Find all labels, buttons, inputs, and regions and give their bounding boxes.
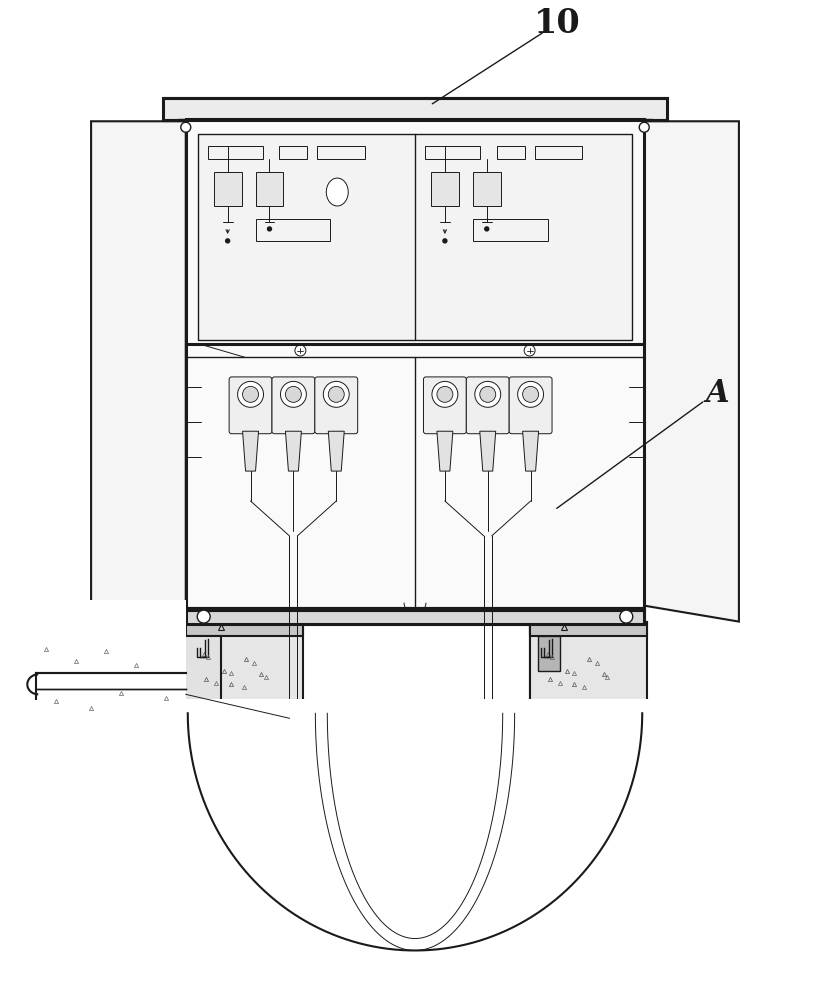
Circle shape xyxy=(196,609,210,623)
Text: 10: 10 xyxy=(533,7,580,40)
FancyBboxPatch shape xyxy=(508,377,551,434)
Bar xyxy=(2,600,185,799)
Circle shape xyxy=(522,386,538,402)
Bar xyxy=(529,620,643,707)
Circle shape xyxy=(474,381,500,407)
Polygon shape xyxy=(285,431,301,471)
Bar xyxy=(534,146,582,159)
Circle shape xyxy=(523,345,534,356)
Bar xyxy=(185,119,643,608)
Bar xyxy=(195,634,220,671)
Bar xyxy=(317,146,364,159)
Circle shape xyxy=(285,386,301,402)
Polygon shape xyxy=(522,431,538,471)
Circle shape xyxy=(442,239,446,243)
Bar xyxy=(208,146,262,159)
Bar xyxy=(539,634,564,671)
Polygon shape xyxy=(243,431,258,471)
Bar xyxy=(472,172,500,206)
Circle shape xyxy=(619,609,633,623)
Circle shape xyxy=(484,227,489,231)
Circle shape xyxy=(431,381,457,407)
Circle shape xyxy=(638,122,648,132)
Circle shape xyxy=(197,610,210,623)
Circle shape xyxy=(517,381,543,407)
Circle shape xyxy=(181,122,190,132)
Bar xyxy=(31,712,185,728)
Bar xyxy=(214,172,241,206)
Bar xyxy=(2,699,826,1000)
Bar xyxy=(185,608,643,624)
Polygon shape xyxy=(91,121,185,622)
Circle shape xyxy=(225,239,229,243)
FancyBboxPatch shape xyxy=(466,377,508,434)
Bar xyxy=(22,677,200,757)
Text: 40: 40 xyxy=(665,802,711,835)
Circle shape xyxy=(295,345,306,356)
FancyBboxPatch shape xyxy=(315,377,357,434)
Bar xyxy=(185,622,303,709)
Bar xyxy=(279,146,307,159)
Circle shape xyxy=(280,381,306,407)
Bar xyxy=(22,636,220,730)
Ellipse shape xyxy=(326,178,348,206)
Circle shape xyxy=(619,610,632,623)
Bar xyxy=(529,620,643,634)
FancyBboxPatch shape xyxy=(423,377,466,434)
Circle shape xyxy=(328,386,344,402)
Bar xyxy=(255,172,283,206)
Circle shape xyxy=(267,227,271,231)
Bar xyxy=(255,219,330,241)
Text: A: A xyxy=(705,378,728,409)
Bar xyxy=(425,146,479,159)
Bar xyxy=(529,622,647,636)
Circle shape xyxy=(238,381,263,407)
Polygon shape xyxy=(328,431,344,471)
FancyBboxPatch shape xyxy=(229,377,272,434)
Bar xyxy=(537,636,559,671)
Polygon shape xyxy=(479,431,495,471)
Bar xyxy=(194,636,215,671)
Text: 20: 20 xyxy=(391,950,438,983)
Bar xyxy=(185,622,303,636)
Bar xyxy=(185,620,300,707)
Bar xyxy=(529,622,647,709)
Bar xyxy=(162,98,667,120)
Polygon shape xyxy=(436,431,452,471)
Bar xyxy=(185,610,643,624)
Circle shape xyxy=(323,381,349,407)
Bar xyxy=(496,146,524,159)
Polygon shape xyxy=(643,121,738,622)
Bar xyxy=(198,134,632,340)
Bar xyxy=(472,219,546,241)
Circle shape xyxy=(436,386,452,402)
Circle shape xyxy=(479,386,495,402)
Circle shape xyxy=(243,386,258,402)
Bar xyxy=(431,172,458,206)
Bar xyxy=(185,620,300,634)
FancyBboxPatch shape xyxy=(272,377,315,434)
